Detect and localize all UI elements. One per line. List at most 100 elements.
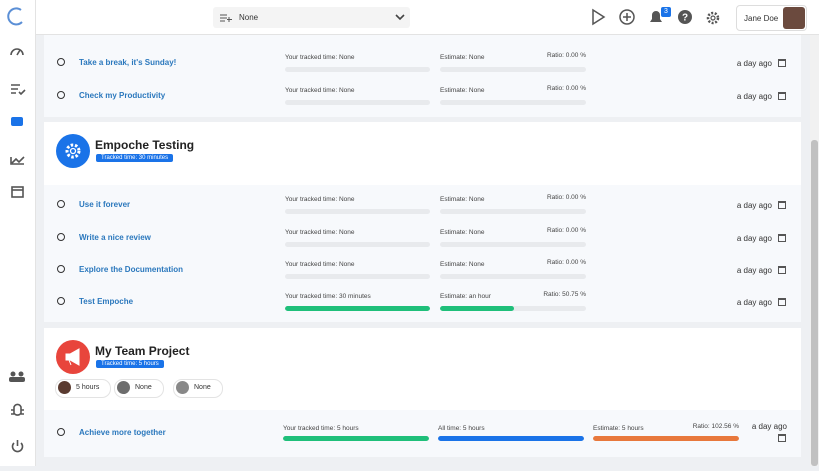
project-title: My Team Project bbox=[95, 344, 190, 358]
member-time: None bbox=[194, 384, 211, 391]
task-time: a day ago bbox=[736, 201, 772, 210]
member-time: 5 hours bbox=[76, 384, 100, 391]
task-time: a day ago bbox=[736, 298, 772, 307]
ratio-label: Ratio: 102.56 % bbox=[692, 423, 739, 430]
sidebar bbox=[0, 0, 36, 466]
logout-icon[interactable] bbox=[11, 440, 24, 453]
progress-bar bbox=[285, 67, 430, 72]
task-checkbox[interactable] bbox=[57, 58, 65, 66]
calendar-icon[interactable] bbox=[778, 59, 786, 67]
member-avatar bbox=[58, 381, 71, 394]
tracked-label: Your tracked time: None bbox=[285, 261, 355, 268]
calendar-icon[interactable] bbox=[11, 186, 24, 198]
calendar-icon[interactable] bbox=[778, 298, 786, 306]
calendar-icon[interactable] bbox=[778, 266, 786, 274]
estimate-label: Estimate: None bbox=[440, 54, 485, 61]
task-name[interactable]: Take a break, it's Sunday! bbox=[79, 58, 177, 67]
progress-bar bbox=[438, 436, 584, 441]
progress-bar bbox=[440, 274, 586, 279]
project-select[interactable]: None bbox=[213, 7, 410, 28]
user-button[interactable]: Jane Doe bbox=[736, 5, 807, 31]
topbar-actions: ? bbox=[592, 8, 720, 26]
chevron bbox=[395, 14, 405, 21]
play-button[interactable] bbox=[592, 8, 606, 26]
task-time: a day ago bbox=[736, 92, 772, 101]
task-checkbox[interactable] bbox=[57, 297, 65, 305]
ratio-label: Ratio: 0.00 % bbox=[546, 259, 586, 266]
all-time-label: All time: 5 hours bbox=[438, 425, 485, 432]
task-area bbox=[44, 185, 801, 322]
sidebar-icons bbox=[7, 7, 26, 453]
project-icon bbox=[56, 134, 90, 168]
project-title: Empoche Testing bbox=[95, 138, 195, 152]
task-time: a day ago bbox=[751, 422, 787, 431]
reports-icon[interactable] bbox=[10, 156, 25, 165]
task-checkbox[interactable] bbox=[57, 233, 65, 241]
member-avatar bbox=[176, 381, 189, 394]
select-icon bbox=[220, 14, 232, 22]
ratio-label: Ratio: 0.00 % bbox=[546, 85, 586, 92]
progress-bar bbox=[440, 209, 586, 214]
task-name[interactable]: Achieve more together bbox=[79, 428, 166, 437]
ratio-label: Ratio: 0.00 % bbox=[546, 227, 586, 234]
logo bbox=[7, 7, 23, 26]
team-icon[interactable] bbox=[9, 371, 25, 383]
estimate-label: Estimate: None bbox=[440, 196, 485, 203]
ratio-label: Ratio: 0.00 % bbox=[546, 194, 586, 201]
calendar-icon[interactable] bbox=[778, 92, 786, 100]
estimate-label: Estimate: an hour bbox=[440, 293, 491, 300]
ratio-label: Ratio: 0.00 % bbox=[546, 52, 586, 59]
estimate-label: Estimate: None bbox=[440, 87, 485, 94]
task-area bbox=[44, 410, 801, 457]
user-name: Jane Doe bbox=[744, 14, 779, 23]
notifications-button[interactable] bbox=[650, 11, 662, 24]
tracked-badge: Tracked time: 30 minutes bbox=[96, 154, 174, 162]
progress-bar bbox=[593, 436, 739, 441]
bugs-icon[interactable] bbox=[11, 403, 24, 416]
calendar-icon[interactable] bbox=[778, 201, 786, 209]
estimate-label: Estimate: None bbox=[440, 229, 485, 236]
progress-bar bbox=[285, 209, 430, 214]
scrollbar[interactable] bbox=[810, 35, 819, 466]
notification-badge: 3 bbox=[661, 7, 671, 17]
dashboard-icon[interactable] bbox=[10, 48, 24, 56]
tasks-icon[interactable] bbox=[11, 84, 26, 96]
task-time: a day ago bbox=[736, 234, 772, 243]
estimate-label: Estimate: 5 hours bbox=[593, 425, 644, 432]
task-checkbox[interactable] bbox=[57, 200, 65, 208]
estimate-label: Estimate: None bbox=[440, 261, 485, 268]
task-checkbox[interactable] bbox=[57, 91, 65, 99]
progress-bar bbox=[283, 436, 429, 441]
add-button[interactable] bbox=[619, 9, 635, 25]
tracked-label: Your tracked time: None bbox=[285, 87, 355, 94]
progress-bar bbox=[440, 67, 586, 72]
progress-bar bbox=[285, 306, 430, 311]
task-name[interactable]: Write a nice review bbox=[79, 233, 151, 242]
ratio-label: Ratio: 50.75 % bbox=[543, 291, 586, 298]
task-name[interactable]: Explore the Documentation bbox=[79, 265, 184, 274]
task-name[interactable]: Use it forever bbox=[79, 200, 131, 209]
help-button[interactable]: ? bbox=[678, 10, 692, 24]
settings-button[interactable] bbox=[706, 11, 720, 25]
progress-bar bbox=[440, 100, 586, 105]
task-checkbox[interactable] bbox=[57, 428, 65, 436]
user-avatar bbox=[783, 7, 805, 29]
calendar-icon[interactable] bbox=[778, 434, 786, 442]
project-icon bbox=[56, 340, 90, 374]
progress-bar bbox=[285, 242, 430, 247]
task-checkbox[interactable] bbox=[57, 265, 65, 273]
inbox-icon[interactable] bbox=[11, 117, 23, 126]
progress-bar bbox=[285, 274, 430, 279]
tracked-label: Your tracked time: 30 minutes bbox=[285, 293, 371, 300]
task-time: a day ago bbox=[736, 59, 772, 68]
task-name[interactable]: Check my Productivity bbox=[79, 91, 166, 100]
tracked-label: Your tracked time: 5 hours bbox=[283, 425, 359, 432]
task-name[interactable]: Test Empoche bbox=[79, 297, 134, 306]
progress-bar bbox=[440, 242, 586, 247]
tracked-badge: Tracked time: 5 hours bbox=[96, 360, 164, 368]
tracked-label: Your tracked time: None bbox=[285, 196, 355, 203]
progress-bar bbox=[440, 306, 586, 311]
member-time: None bbox=[135, 384, 152, 391]
calendar-icon[interactable] bbox=[778, 234, 786, 242]
